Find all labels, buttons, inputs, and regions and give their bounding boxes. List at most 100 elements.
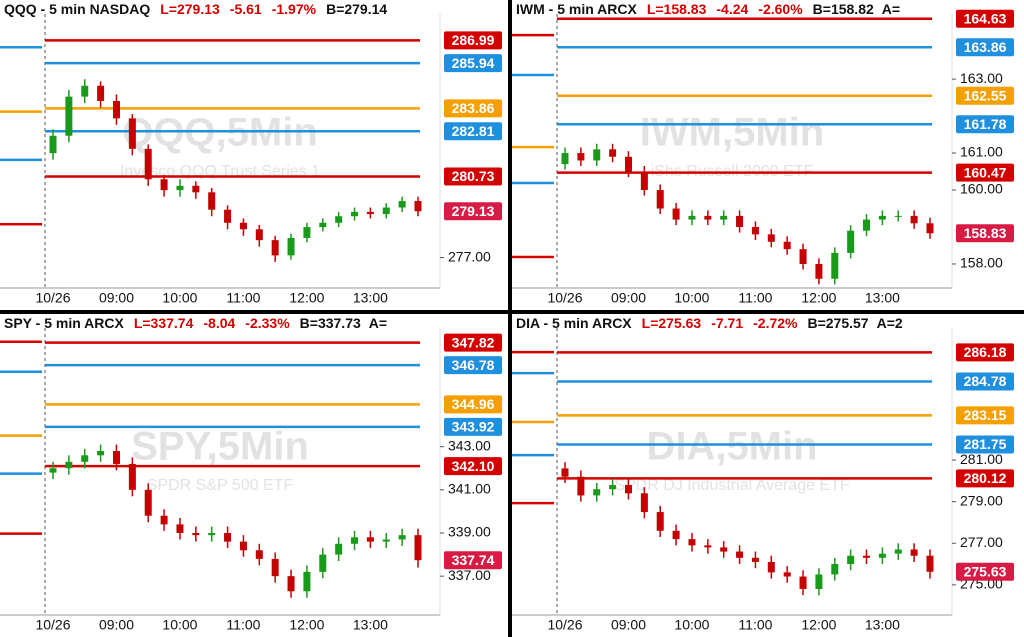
candle-body xyxy=(767,234,775,242)
price-box xyxy=(444,167,502,186)
x-tick-label: 09:00 xyxy=(99,290,134,306)
candle-body xyxy=(640,493,648,513)
candle-body xyxy=(224,209,232,223)
candle-body xyxy=(593,489,601,496)
y-tick-label: 343.00 xyxy=(448,437,491,453)
candle-body xyxy=(878,553,886,558)
symbol: QQQ - 5 min NASDAQ xyxy=(4,1,150,17)
x-tick-label: 10:00 xyxy=(674,290,709,306)
x-tick-label: 11:00 xyxy=(226,290,260,306)
x-tick-label: 13:00 xyxy=(865,617,900,633)
candle-body xyxy=(863,219,871,231)
candle-body xyxy=(799,576,807,590)
candle-body xyxy=(624,485,632,494)
candle-body xyxy=(767,561,775,573)
price-box xyxy=(956,469,1014,488)
candle-body xyxy=(97,451,105,456)
watermark-subtitle: SPDR S&P 500 ETF xyxy=(147,477,294,494)
candle-body xyxy=(366,537,374,542)
header: IWM - 5 min ARCX L=158.83 -4.24 -2.60% B=158… xyxy=(516,1,900,17)
x-tick-label: 11:00 xyxy=(738,290,772,306)
candle-body xyxy=(351,211,359,217)
price-box xyxy=(444,122,502,141)
candle-body xyxy=(65,461,73,469)
candle-body xyxy=(335,216,343,223)
price-box xyxy=(444,99,502,118)
candle-body xyxy=(398,535,406,540)
y-tick-label: 277.00 xyxy=(960,534,1003,550)
x-tick-label: 10/26 xyxy=(547,290,582,306)
quote: L=279.13 xyxy=(160,1,220,17)
candle-body xyxy=(112,451,120,464)
candle-body xyxy=(224,533,232,542)
price-box xyxy=(444,356,502,375)
candle-body xyxy=(176,185,184,191)
candle-body xyxy=(271,558,279,577)
panel-bg xyxy=(0,314,508,637)
x-tick-label: 10:00 xyxy=(162,617,197,633)
price-box-label: 282.81 xyxy=(452,123,495,139)
price-box xyxy=(956,115,1014,134)
candle-body xyxy=(382,539,390,542)
candle-body xyxy=(894,549,902,554)
panel: DIA,5Min SPDR DJ Industrial Average ETF 28… xyxy=(512,314,1024,637)
x-tick-label: 10:00 xyxy=(674,617,709,633)
x-tick-label: 12:00 xyxy=(801,617,836,633)
x-tick-label: 12:00 xyxy=(289,290,324,306)
quote: -2.60% xyxy=(758,1,803,17)
candle-body xyxy=(271,240,279,256)
x-tick-label: 09:00 xyxy=(99,617,134,633)
candle-body xyxy=(414,535,422,561)
candle-body xyxy=(97,85,105,101)
x-tick-label: 12:00 xyxy=(289,617,324,633)
price-box-label: 158.83 xyxy=(964,225,1007,241)
candle-body xyxy=(783,241,791,250)
price-box xyxy=(956,343,1014,362)
candle-body xyxy=(688,215,696,220)
quote: -2.33% xyxy=(245,315,290,331)
candle-body xyxy=(577,476,585,496)
y-tick-label: 158.00 xyxy=(960,255,1003,271)
watermark: DIA,5Min xyxy=(646,425,817,469)
candle-body xyxy=(656,512,664,531)
price-box xyxy=(444,54,502,73)
symbol: DIA - 5 min ARCX xyxy=(516,315,632,331)
price-box xyxy=(444,457,502,476)
x-tick-label: 13:00 xyxy=(865,290,900,306)
candle-body xyxy=(831,564,839,575)
x-tick-label: 13:00 xyxy=(353,290,388,306)
candle-body xyxy=(176,524,184,533)
y-tick-label: 163.00 xyxy=(960,70,1003,86)
price-box-label: 346.78 xyxy=(452,357,495,373)
panel-bg xyxy=(512,314,1024,637)
price-box-label: 279.13 xyxy=(452,203,495,219)
candle-body xyxy=(144,148,152,180)
x-tick-label: 11:00 xyxy=(226,617,260,633)
candle-body xyxy=(287,237,295,256)
price-box xyxy=(956,38,1014,57)
price-box xyxy=(956,435,1014,454)
candle-body xyxy=(160,515,168,525)
quote: -5.61 xyxy=(230,1,262,17)
candle-body xyxy=(656,190,664,209)
price-box-label: 337.74 xyxy=(452,552,495,568)
y-tick-label: 337.00 xyxy=(448,567,491,583)
x-tick-label: 12:00 xyxy=(801,290,836,306)
y-tick-label: 160.00 xyxy=(960,181,1003,197)
candle-body xyxy=(81,455,89,462)
x-tick-label: 13:00 xyxy=(353,617,388,633)
candle-body xyxy=(815,263,823,279)
symbol: SPY - 5 min ARCX xyxy=(4,315,124,331)
candle-body xyxy=(319,222,327,228)
price-box xyxy=(956,562,1014,581)
candle-body xyxy=(192,533,200,536)
candle-body xyxy=(208,533,216,536)
x-tick-label: 10/26 xyxy=(35,617,70,633)
bid: B=279.14 xyxy=(326,1,387,17)
symbol: IWM - 5 min ARCX xyxy=(516,1,637,17)
candle-body xyxy=(609,149,617,157)
ask: A=2 xyxy=(877,315,903,331)
candle-body xyxy=(878,215,886,220)
